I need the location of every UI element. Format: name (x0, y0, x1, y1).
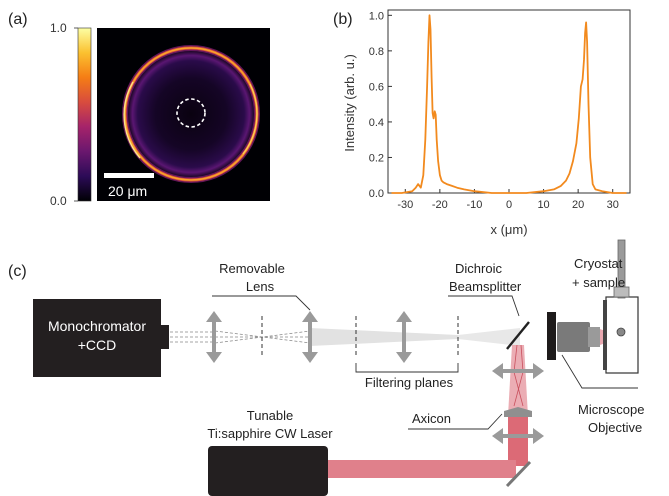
laser-beam-center-1 (513, 344, 518, 373)
panel-label-a: (a) (8, 11, 28, 28)
line-chart: 0.0 0.2 0.4 0.6 0.8 1.0 -30 -20 -10 0 10 20 30 Inte… (342, 9, 631, 237)
colorbar-max-label: 1.0 (50, 21, 67, 35)
y-tick-label: 0.8 (369, 46, 384, 58)
panel-label-c: (c) (8, 263, 27, 280)
laser-label-line1: Tunable (247, 408, 294, 423)
lens-1 (206, 311, 222, 363)
laser-box (208, 446, 328, 496)
dashed-beam-lines (170, 330, 311, 344)
objective-label-line1: Microscope (578, 402, 644, 417)
x-axis-label: x (μm) (490, 222, 527, 237)
laser-beam-lower (508, 416, 528, 466)
cryostat-rod (617, 239, 626, 299)
colorbar-bar (77, 27, 92, 202)
colorbar: 1.0 0.0 (50, 21, 92, 208)
y-axis-label: Intensity (arb. u.) (342, 54, 357, 152)
cryostat-label-line2: + sample (572, 275, 625, 290)
objective-label-line2: Objective (588, 420, 642, 435)
axicon-leader (408, 413, 503, 430)
laser-lens-lower (492, 428, 544, 444)
monochromator-label-line1: Monochromator (48, 318, 146, 334)
ring-image: 20 μm (97, 28, 270, 201)
objective-mount (547, 312, 556, 360)
laser-lens-upper (492, 363, 544, 379)
objective-body (557, 322, 590, 352)
ring-bright-arc-right (242, 83, 258, 155)
monochromator-port (157, 325, 169, 349)
objective-tip (588, 327, 600, 347)
monochromator-box (33, 299, 161, 377)
y-tick-label: 0.2 (369, 152, 384, 164)
collection-beam-cone (310, 328, 458, 346)
ring-bright-arc-left (123, 81, 141, 159)
x-tick-label: 20 (572, 199, 584, 211)
dichroic-mirror (506, 321, 530, 350)
x-tick-label: 30 (607, 199, 619, 211)
intensity-profile-line (391, 14, 627, 194)
y-tick-label: 0.0 (369, 188, 384, 200)
y-tick-label: 0.6 (369, 81, 384, 93)
filtering-planes-bracket (355, 363, 459, 373)
cryostat-window (603, 300, 607, 370)
removable-lens (302, 311, 318, 363)
y-tick-label: 0.4 (369, 117, 384, 129)
x-tick-label: 0 (506, 199, 512, 211)
dichroic-label-line2: Beamsplitter (449, 279, 522, 294)
laser-beam-vertical (508, 345, 528, 416)
laser-beam-cross-2 (513, 371, 524, 407)
axicon-label: Axicon (412, 411, 451, 426)
cryostat-rod-base (613, 286, 630, 298)
scale-bar-label: 20 μm (108, 183, 147, 199)
y-tick-label: 1.0 (369, 10, 384, 22)
dichroic-label-line1: Dichroic (455, 261, 502, 276)
laser-beam-horizontal (326, 460, 516, 478)
x-tick-label: 10 (537, 199, 549, 211)
ring-inner-glow (126, 49, 256, 179)
dichroic-leader (448, 295, 520, 317)
setup-diagram: Monochromator +CCD (33, 239, 644, 496)
removable-lens-label-line1: Removable (219, 261, 285, 276)
colorbar-min-label: 0.0 (50, 194, 67, 208)
sample (616, 327, 626, 337)
removable-lens-label-line2: Lens (246, 279, 275, 294)
laser-fold-mirror (505, 460, 532, 488)
laser-label-line2: Ti:sapphire CW Laser (207, 426, 333, 441)
x-axis-ticks: -30 -20 -10 0 10 20 30 (397, 189, 619, 211)
center-dashed-circle (176, 98, 206, 128)
lens-3 (396, 311, 412, 363)
removable-lens-leader (212, 295, 311, 311)
monochromator-label-line2: +CCD (78, 337, 117, 353)
collection-beam-cone-right (458, 328, 520, 346)
objective-leader (561, 354, 638, 389)
x-tick-label: -20 (432, 199, 448, 211)
scale-bar (104, 173, 154, 178)
panel-label-b: (b) (333, 11, 353, 28)
laser-beam-center-2 (520, 344, 524, 373)
filtering-planes-label: Filtering planes (365, 375, 454, 390)
x-tick-label: -10 (466, 199, 482, 211)
cryostat-label-line1: Cryostat (574, 256, 623, 271)
y-axis-ticks: 0.0 0.2 0.4 0.6 0.8 1.0 (369, 10, 392, 200)
x-tick-label: -30 (397, 199, 413, 211)
axicon-element (504, 407, 532, 417)
